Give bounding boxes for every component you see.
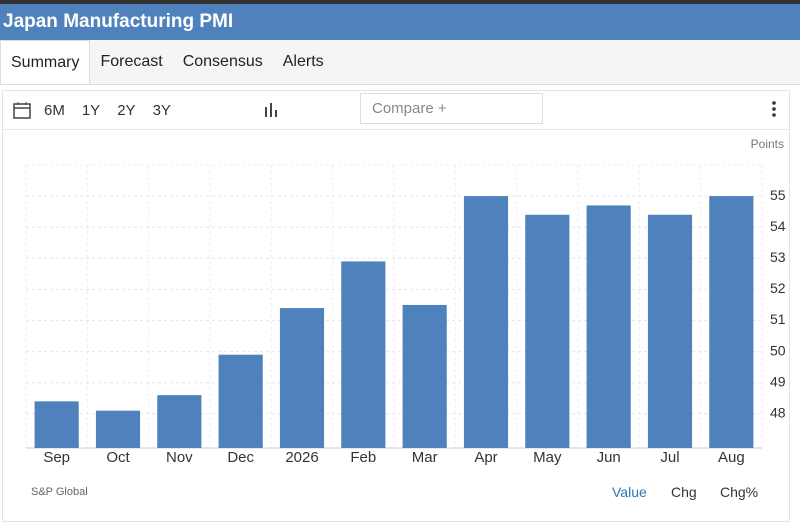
x-tick-label: Jul — [660, 449, 679, 466]
bar — [157, 395, 202, 448]
bar — [402, 304, 447, 448]
chart-type-icon[interactable] — [263, 102, 279, 118]
y-tick-label: 49 — [770, 373, 786, 389]
chart-frame — [2, 90, 790, 522]
y-tick-label: 54 — [770, 218, 786, 234]
bar — [218, 354, 263, 448]
header-title: Japan Manufacturing PMI — [0, 0, 800, 40]
x-tick-label: May — [533, 449, 562, 466]
x-tick-label: Feb — [350, 449, 376, 466]
x-tick-label: Apr — [474, 449, 497, 466]
x-tick-label: Sep — [43, 449, 70, 466]
x-tick-label: 2026 — [285, 449, 318, 466]
bar — [586, 205, 631, 448]
bar — [95, 410, 141, 448]
bar — [34, 401, 79, 448]
y-tick-label: 51 — [770, 311, 786, 327]
chart: Points 48 49 50 51 52 53 54 55 Sep Oct Nov Dec 2026 F… — [25, 137, 786, 466]
y-tick-label: 52 — [770, 280, 786, 296]
x-tick-label: Jun — [597, 449, 621, 466]
bar — [647, 214, 693, 448]
tab[interactable]: Forecast — [100, 53, 163, 70]
y-axis-label: Points — [751, 137, 784, 151]
x-tick-label: Oct — [106, 449, 130, 466]
x-tick-label: Dec — [227, 449, 254, 466]
compare-input[interactable]: Compare + — [360, 93, 543, 124]
bar — [279, 308, 325, 448]
view-option[interactable]: Value — [612, 484, 647, 500]
view-option[interactable]: Chg% — [720, 484, 759, 500]
bar — [341, 261, 386, 448]
tab[interactable]: Alerts — [282, 53, 324, 70]
range-button[interactable]: 1Y — [81, 101, 101, 119]
toolbar: 6M 1Y 2Y 3Y — [12, 98, 279, 122]
tab-bar: Summary Forecast Consensus Alerts — [0, 40, 800, 85]
calendar-icon[interactable] — [12, 100, 32, 120]
menu-icon[interactable] — [770, 100, 778, 118]
range-button[interactable]: 3Y — [152, 101, 171, 119]
x-tick-label: Mar — [412, 449, 438, 466]
range-button[interactable]: 6M — [44, 101, 65, 119]
x-tick-label: Nov — [166, 449, 193, 466]
y-tick-label: 50 — [770, 342, 786, 358]
view-option[interactable]: Chg — [671, 484, 697, 500]
bar — [463, 196, 509, 448]
range-button[interactable]: 2Y — [117, 101, 136, 119]
bar — [525, 214, 570, 448]
divider — [3, 129, 789, 130]
x-tick-label: Aug — [718, 449, 745, 466]
tab[interactable]: Consensus — [182, 53, 263, 70]
y-tick-label: 48 — [770, 404, 786, 420]
y-tick-label: 53 — [770, 249, 786, 265]
source: S&P Global — [31, 486, 88, 498]
bar — [709, 196, 754, 448]
tab[interactable]: Summary — [0, 40, 91, 84]
y-tick-label: 55 — [770, 187, 786, 203]
